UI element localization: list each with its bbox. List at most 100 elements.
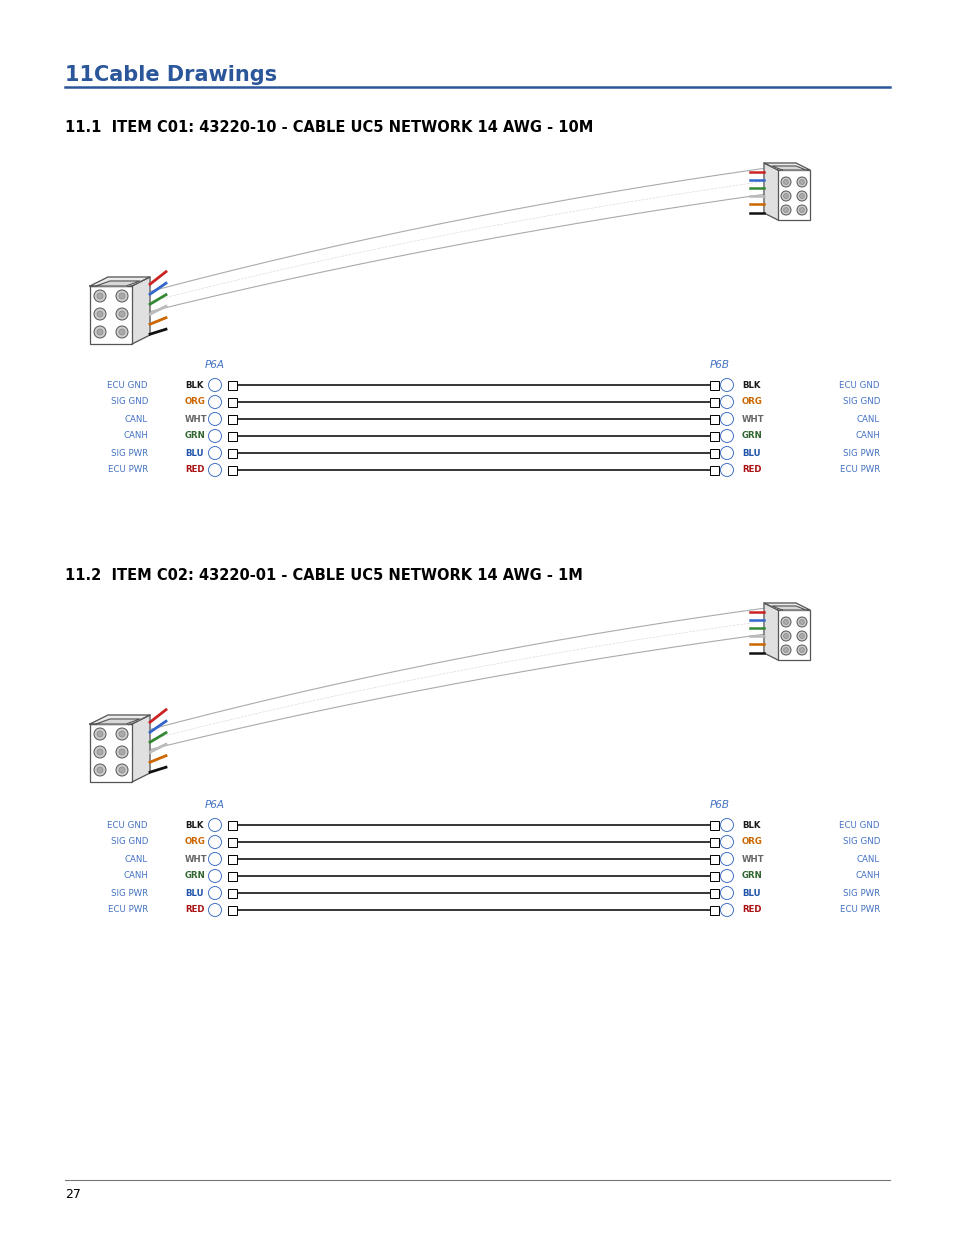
Circle shape: [209, 430, 221, 442]
Circle shape: [782, 620, 788, 625]
Circle shape: [799, 207, 803, 212]
Circle shape: [97, 767, 103, 773]
Circle shape: [720, 395, 733, 409]
Text: 6: 6: [724, 467, 728, 473]
Text: SIG GND: SIG GND: [841, 398, 879, 406]
Circle shape: [119, 767, 125, 773]
Text: GRN: GRN: [741, 431, 762, 441]
Text: 5: 5: [724, 450, 728, 456]
Circle shape: [209, 463, 221, 477]
Circle shape: [720, 852, 733, 866]
Text: CANL: CANL: [856, 855, 879, 863]
Circle shape: [116, 326, 128, 338]
Circle shape: [209, 378, 221, 391]
Text: 5: 5: [724, 890, 728, 897]
Polygon shape: [132, 715, 150, 782]
Circle shape: [209, 412, 221, 426]
Bar: [709, 448, 719, 457]
Circle shape: [796, 618, 806, 627]
Circle shape: [94, 290, 106, 303]
Circle shape: [209, 869, 221, 883]
Text: BLK: BLK: [185, 380, 203, 389]
Circle shape: [97, 731, 103, 737]
Circle shape: [782, 634, 788, 638]
Polygon shape: [763, 603, 809, 610]
Circle shape: [209, 887, 221, 899]
Text: ORG: ORG: [741, 837, 762, 846]
Text: RED: RED: [185, 466, 204, 474]
Bar: [228, 415, 236, 424]
Bar: [228, 888, 236, 898]
Circle shape: [781, 645, 790, 655]
Text: 2: 2: [213, 399, 217, 405]
Text: ECU PWR: ECU PWR: [839, 466, 879, 474]
Text: WHT: WHT: [185, 415, 208, 424]
Circle shape: [720, 887, 733, 899]
Bar: [778, 170, 809, 220]
Circle shape: [799, 634, 803, 638]
Circle shape: [781, 618, 790, 627]
Text: BLK: BLK: [741, 380, 760, 389]
Circle shape: [119, 329, 125, 335]
Text: P6A: P6A: [205, 359, 225, 370]
Text: CANL: CANL: [856, 415, 879, 424]
Circle shape: [116, 290, 128, 303]
Circle shape: [720, 412, 733, 426]
Bar: [709, 905, 719, 914]
Text: 3: 3: [213, 856, 217, 862]
Bar: [228, 431, 236, 441]
Text: 11Cable Drawings: 11Cable Drawings: [65, 65, 276, 85]
Text: GRN: GRN: [741, 872, 762, 881]
Text: SIG PWR: SIG PWR: [111, 448, 148, 457]
Text: ECU GND: ECU GND: [108, 820, 148, 830]
Text: ECU PWR: ECU PWR: [839, 905, 879, 914]
Bar: [709, 431, 719, 441]
Polygon shape: [771, 606, 805, 610]
Circle shape: [796, 205, 806, 215]
Circle shape: [97, 329, 103, 335]
Bar: [709, 837, 719, 846]
Circle shape: [119, 748, 125, 755]
Circle shape: [209, 904, 221, 916]
Text: 4: 4: [213, 873, 217, 879]
Circle shape: [720, 378, 733, 391]
Text: 3: 3: [213, 416, 217, 422]
Text: SIG PWR: SIG PWR: [842, 888, 879, 898]
Bar: [90, 724, 132, 782]
Text: 3: 3: [724, 416, 728, 422]
Polygon shape: [763, 163, 778, 220]
Circle shape: [720, 447, 733, 459]
Circle shape: [94, 764, 106, 776]
Text: 4: 4: [213, 433, 217, 438]
Circle shape: [796, 177, 806, 186]
Circle shape: [116, 764, 128, 776]
Text: 11.2  ITEM C02: 43220-01 - CABLE UC5 NETWORK 14 AWG - 1M: 11.2 ITEM C02: 43220-01 - CABLE UC5 NETW…: [65, 568, 582, 583]
Polygon shape: [763, 163, 809, 170]
Circle shape: [720, 836, 733, 848]
Polygon shape: [148, 165, 787, 312]
Bar: [709, 415, 719, 424]
Text: BLU: BLU: [185, 448, 203, 457]
Bar: [709, 855, 719, 863]
Polygon shape: [771, 165, 805, 170]
Circle shape: [782, 647, 788, 652]
Polygon shape: [90, 277, 150, 287]
Text: WHT: WHT: [741, 855, 763, 863]
Text: 6: 6: [724, 906, 728, 913]
Bar: [228, 380, 236, 389]
Circle shape: [720, 463, 733, 477]
Text: BLK: BLK: [741, 820, 760, 830]
Text: ORG: ORG: [741, 398, 762, 406]
Text: ECU GND: ECU GND: [839, 380, 879, 389]
Bar: [709, 466, 719, 474]
Text: SIG PWR: SIG PWR: [842, 448, 879, 457]
Circle shape: [94, 326, 106, 338]
Circle shape: [209, 852, 221, 866]
Text: CANH: CANH: [854, 872, 879, 881]
Bar: [228, 820, 236, 830]
Text: 6: 6: [213, 467, 217, 473]
Text: RED: RED: [741, 466, 760, 474]
Text: P6B: P6B: [709, 800, 729, 810]
Text: WHT: WHT: [185, 855, 208, 863]
Text: BLU: BLU: [741, 448, 760, 457]
